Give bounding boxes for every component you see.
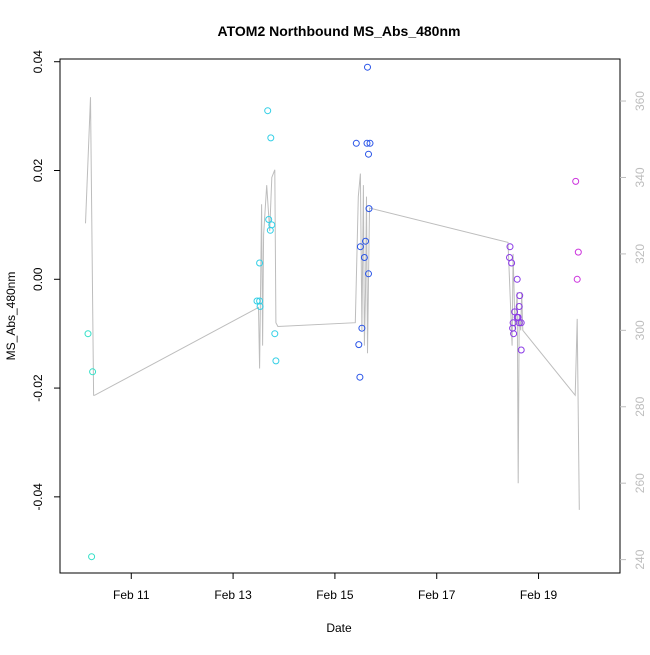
data-point	[572, 177, 580, 185]
secondary-y-tick-label: 340	[633, 167, 647, 187]
data-point	[352, 139, 360, 147]
y-tick-label: 0.02	[31, 159, 45, 183]
data-point	[358, 324, 366, 332]
data-point	[256, 303, 264, 310]
data-point	[265, 216, 273, 223]
x-axis: Feb 11 Feb 13 Feb 15 Feb 17 Feb 19	[113, 573, 558, 602]
data-point	[517, 319, 525, 327]
x-tick-label: Feb 17	[418, 588, 456, 602]
data-point	[256, 259, 264, 267]
data-point	[264, 107, 272, 115]
secondary-y-tick-label: 320	[633, 244, 647, 264]
data-point	[365, 205, 373, 213]
data-point	[356, 243, 364, 251]
secondary-y-tick-label: 260	[633, 473, 647, 493]
data-point	[508, 259, 516, 267]
data-point	[516, 292, 524, 300]
y-tick-label: 0.00	[31, 267, 45, 291]
data-point	[517, 346, 525, 354]
data-point	[356, 373, 364, 381]
series-line	[85, 97, 580, 510]
y-tick-label: -0.02	[31, 374, 45, 402]
secondary-y-tick-label: 300	[633, 320, 647, 340]
data-point	[363, 139, 371, 147]
data-point	[515, 319, 523, 327]
data-point	[365, 270, 372, 278]
data-point	[364, 63, 371, 71]
x-tick-label: Feb 15	[316, 588, 354, 602]
data-point	[266, 226, 274, 234]
chart-title: ATOM2 Northbound MS_Abs_480nm	[218, 23, 461, 39]
x-tick-label: Feb 11	[113, 588, 150, 602]
x-axis-label: Date	[326, 621, 352, 635]
data-point	[84, 330, 92, 338]
y-tick-label: -0.04	[31, 483, 45, 511]
secondary-y-tick-label: 360	[633, 91, 647, 111]
data-point	[506, 243, 514, 251]
data-point	[513, 275, 521, 283]
plot-box	[59, 58, 621, 574]
data-point	[515, 303, 523, 310]
x-tick-label: Feb 13	[214, 588, 252, 602]
data-point	[573, 275, 581, 283]
data-point	[511, 308, 519, 316]
data-point	[362, 237, 369, 245]
data-point	[272, 357, 280, 365]
data-point	[365, 150, 372, 158]
data-point	[574, 248, 582, 256]
x-tick-label: Feb 19	[520, 588, 558, 602]
y-axis-label: MS_Abs_480nm	[4, 272, 18, 361]
data-point	[510, 330, 518, 338]
data-point	[88, 553, 96, 561]
points-layer	[84, 63, 582, 561]
data-point	[360, 254, 368, 261]
data-point	[271, 330, 279, 338]
secondary-y-axis: 240 260 280 300 320 340 360	[620, 91, 647, 570]
data-point	[267, 134, 275, 142]
secondary-y-tick-label: 280	[633, 396, 647, 416]
data-point	[366, 139, 374, 147]
y-tick-label: 0.04	[31, 50, 45, 74]
data-point	[89, 368, 97, 376]
data-point	[253, 297, 261, 305]
data-point	[355, 341, 363, 349]
y-axis: -0.04 -0.02 0.00 0.02 0.04	[31, 50, 60, 511]
line-layer	[85, 97, 580, 510]
secondary-y-tick-label: 240	[633, 549, 647, 569]
